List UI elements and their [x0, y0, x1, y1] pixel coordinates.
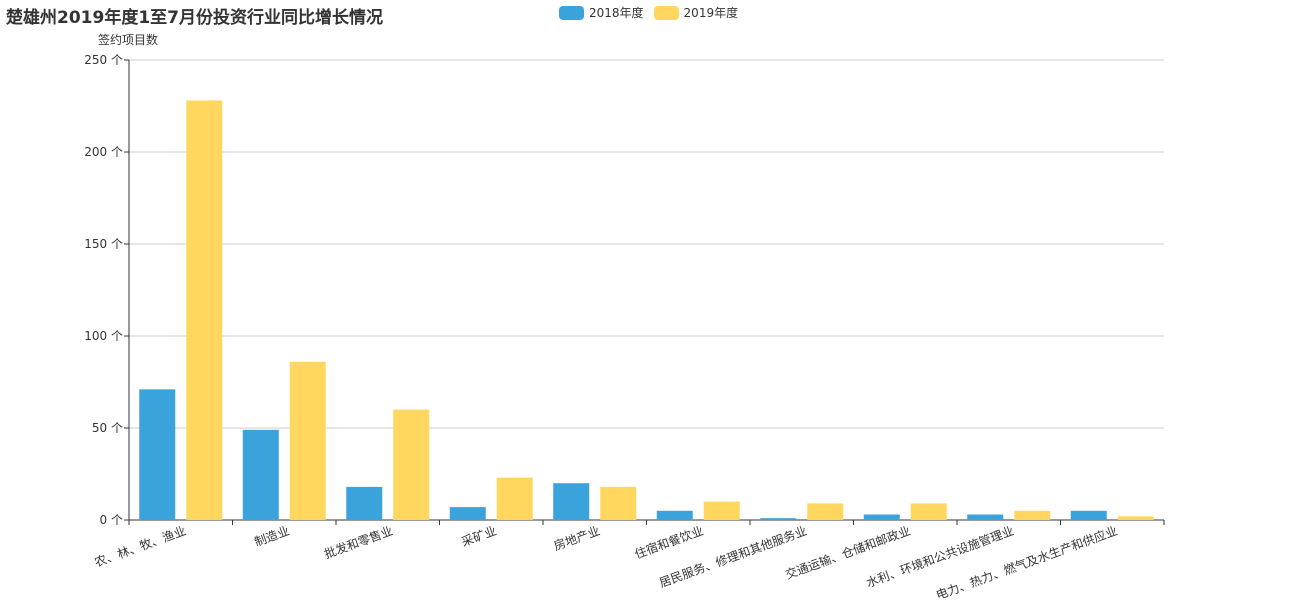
- bar-2019-2: [393, 409, 430, 520]
- bar-2018-7: [863, 514, 900, 520]
- bar-2018-5: [656, 510, 693, 520]
- bar-2018-0: [139, 389, 176, 520]
- bar-2019-8: [1014, 510, 1051, 520]
- bar-2019-1: [289, 361, 326, 520]
- y-axis-label: 签约项目数: [98, 32, 158, 47]
- y-tick-label: 100 个: [84, 329, 123, 343]
- bar-2018-9: [1070, 510, 1107, 520]
- legend-swatch-2018: [559, 5, 584, 20]
- bar-2018-8: [967, 514, 1004, 520]
- bar-2019-5: [703, 501, 740, 520]
- x-tick-label: 制造业: [253, 524, 292, 549]
- chart-title: 楚雄州2019年度1至7月份投资行业同比增长情况: [6, 8, 383, 28]
- x-tick-label: 房地产业: [552, 523, 602, 554]
- x-tick-label: 采矿业: [460, 524, 499, 549]
- bar-2018-6: [760, 518, 797, 520]
- x-tick-label: 农、林、牧、渔业: [93, 524, 188, 570]
- bar-2018-4: [553, 483, 590, 520]
- y-tick-label: 200 个: [84, 145, 123, 159]
- bar-2019-9: [1117, 516, 1154, 520]
- y-tick-label: 150 个: [84, 237, 123, 251]
- bar-2018-3: [449, 507, 486, 520]
- y-tick-label: 0 个: [100, 513, 123, 527]
- y-tick-label: 50 个: [92, 421, 123, 435]
- y-tick-label: 250 个: [84, 53, 123, 67]
- bar-2018-1: [242, 429, 279, 520]
- legend-label-2019: 2019年度: [683, 6, 739, 20]
- legend: 2018年度 2019年度: [559, 4, 738, 21]
- x-tick-label: 住宿和餐饮业: [632, 523, 705, 562]
- bar-2019-7: [910, 503, 947, 520]
- bar-2019-4: [600, 486, 637, 520]
- bar-2018-2: [346, 486, 383, 520]
- legend-item-2019[interactable]: 2019年度: [653, 4, 739, 21]
- x-tick-label: 电力、热力、燃气及水生产和供应业: [934, 523, 1120, 600]
- legend-swatch-2019: [653, 5, 679, 20]
- x-tick-label: 批发和零售业: [322, 523, 395, 562]
- legend-item-2018[interactable]: 2018年度: [559, 4, 644, 21]
- bar-2019-0: [186, 100, 223, 520]
- bar-2019-3: [496, 477, 533, 520]
- legend-label-2018: 2018年度: [589, 6, 644, 20]
- bar-2019-6: [807, 503, 844, 520]
